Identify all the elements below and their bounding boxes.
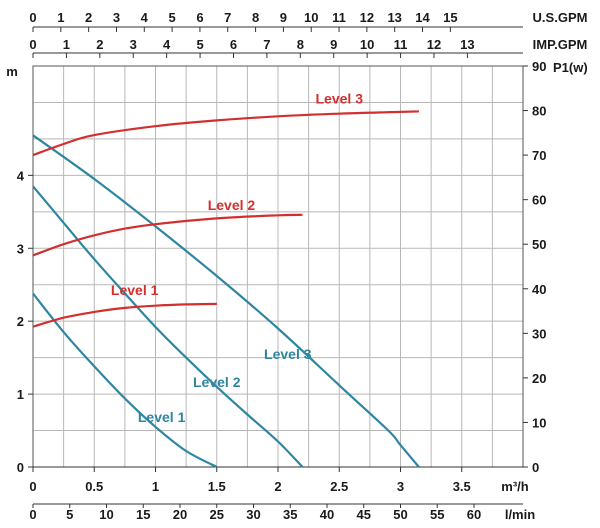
impgpm-tick-label: 5 [196,37,203,52]
impgpm-tick-label: 1 [63,37,70,52]
right-axis-unit: P1(w) [553,60,588,75]
lmin-tick-label: 45 [357,507,371,522]
usgpm-tick-label: 6 [196,10,203,25]
labels-layer: Level 1 Level 2 Level 3 Level 1 Level 2 Level… [111,90,363,424]
usgpm-tick-label: 12 [360,10,374,25]
right-tick-label: 60 [532,193,546,208]
impgpm-tick-label: 11 [394,37,408,52]
impgpm-tick-label: 2 [96,37,103,52]
usgpm-tick-label: 5 [168,10,175,25]
right-tick-label: 20 [532,371,546,386]
power-label-level-1: Level 1 [111,282,159,298]
head-curve-level-1 [32,292,218,468]
power-curve-level-1 [32,302,217,328]
lmin-tick-label: 25 [210,507,224,522]
head-label-level-3: Level 3 [264,346,312,362]
left-tick-label: 1 [17,387,24,402]
m3h-tick-label: 1.5 [208,479,226,494]
lmin-tick-label: 55 [430,507,444,522]
grid [32,65,524,468]
impgpm-tick-label: 0 [29,37,36,52]
head-label-level-1: Level 1 [138,409,186,425]
impgpm-tick-label: 4 [163,37,171,52]
m3h-tick-label: 3 [397,479,404,494]
power-label-level-2: Level 2 [208,197,256,213]
lmin-tick-label: 35 [283,507,297,522]
impgpm-tick-label: 6 [230,37,237,52]
usgpm-tick-label: 0 [29,10,36,25]
impgpm-tick-label: 8 [297,37,304,52]
impgpm-tick-label: 7 [263,37,270,52]
lmin-tick-label: 40 [320,507,334,522]
lmin-tick-label: 30 [246,507,260,522]
right-tick-label: 90 [532,59,546,74]
right-tick-label: 50 [532,237,546,252]
power-curve-level-2 [32,213,303,257]
left-tick-label: 2 [17,314,24,329]
usgpm-tick-label: 13 [387,10,401,25]
impgpm-tick-label: 9 [330,37,337,52]
impgpm-tick-label: 3 [130,37,137,52]
lmin-tick-label: 15 [136,507,150,522]
usgpm-tick-label: 7 [224,10,231,25]
right-tick-label: 0 [532,460,539,475]
usgpm-tick-label: 10 [304,10,318,25]
right-tick-label: 10 [532,415,546,430]
lmin-unit: l/min [505,507,535,522]
usgpm-tick-label: 4 [141,10,149,25]
left-tick-label: 4 [17,168,25,183]
head-curve-level-2 [32,185,304,468]
series-layer [32,110,420,468]
m3h-tick-label: 0 [29,479,36,494]
lmin-tick-label: 50 [393,507,407,522]
lmin-tick-label: 60 [467,507,481,522]
impgpm-tick-label: 13 [460,37,474,52]
usgpm-tick-label: 11 [332,10,346,25]
usgpm-tick-label: 2 [85,10,92,25]
m3h-tick-label: 2.5 [330,479,348,494]
power-curve-level-3 [32,110,419,157]
right-tick-label: 80 [532,104,546,119]
head-label-level-2: Level 2 [193,374,241,390]
impgpm-unit: IMP.GPM [533,37,588,52]
lmin-tick-label: 5 [66,507,73,522]
m3h-tick-label: 3.5 [453,479,471,494]
impgpm-tick-label: 10 [360,37,374,52]
right-tick-label: 70 [532,148,546,163]
usgpm-unit: U.S.GPM [533,10,588,25]
left-axis-unit: m [6,64,18,79]
lmin-tick-label: 10 [99,507,113,522]
usgpm-tick-label: 14 [415,10,430,25]
m3h-tick-label: 0.5 [85,479,103,494]
right-tick-label: 30 [532,326,546,341]
m3h-tick-label: 2 [274,479,281,494]
usgpm-tick-label: 3 [113,10,120,25]
lmin-tick-label: 0 [29,507,36,522]
right-tick-label: 40 [532,282,546,297]
left-tick-label: 0 [17,460,24,475]
head-curve-level-3 [32,134,420,468]
usgpm-tick-label: 1 [57,10,64,25]
usgpm-tick-label: 9 [280,10,287,25]
usgpm-tick-label: 15 [443,10,457,25]
power-label-level-3: Level 3 [316,90,364,106]
m3h-unit: m³/h [501,479,529,494]
left-tick-label: 3 [17,241,24,256]
impgpm-tick-label: 12 [427,37,441,52]
m3h-tick-label: 1 [152,479,159,494]
lmin-tick-label: 20 [173,507,187,522]
usgpm-tick-label: 8 [252,10,259,25]
